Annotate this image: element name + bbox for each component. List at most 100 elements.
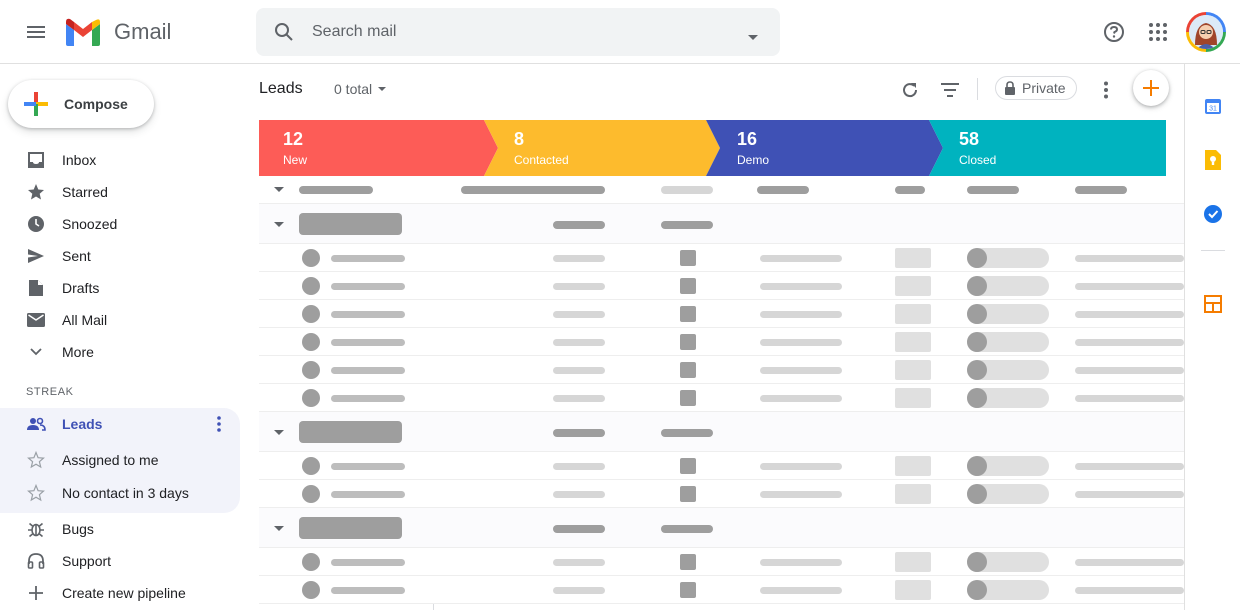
stage-count: 8 <box>514 129 525 149</box>
main-menu-icon[interactable] <box>20 16 52 48</box>
checkbox-placeholder[interactable] <box>680 390 696 406</box>
toggle-placeholder[interactable] <box>967 276 1049 296</box>
top-bar: Gmail Search mail <box>0 0 1240 64</box>
checkbox-placeholder[interactable] <box>680 486 696 502</box>
checkbox-placeholder[interactable] <box>680 582 696 598</box>
nav-snoozed[interactable]: Snoozed <box>0 208 240 240</box>
search-icon[interactable] <box>272 20 296 49</box>
stage-new[interactable]: 12 New <box>259 120 484 176</box>
checkbox-placeholder[interactable] <box>680 362 696 378</box>
box-row[interactable] <box>259 300 1184 328</box>
stage-name: Contacted <box>514 153 569 167</box>
cell-placeholder <box>553 587 605 594</box>
total-dropdown[interactable]: 0 total <box>334 81 387 97</box>
create-pipeline[interactable]: Create new pipeline <box>0 577 240 609</box>
toggle-placeholder[interactable] <box>967 360 1049 380</box>
search-bar[interactable]: Search mail <box>256 8 780 56</box>
stage-count: 12 <box>283 129 304 149</box>
stage-name: Closed <box>959 153 997 167</box>
group-collapse-caret-icon[interactable] <box>274 430 284 435</box>
nav-drafts[interactable]: Drafts <box>0 272 240 304</box>
cell-placeholder <box>760 339 842 346</box>
more-vert-icon[interactable] <box>1094 78 1118 102</box>
add-icon <box>26 583 46 603</box>
box-row[interactable] <box>259 452 1184 480</box>
box-row[interactable] <box>259 548 1184 576</box>
nav-all-mail[interactable]: All Mail <box>0 304 240 336</box>
search-input[interactable]: Search mail <box>312 23 397 40</box>
box-row[interactable] <box>259 576 1184 604</box>
add-box-button[interactable] <box>1133 70 1169 106</box>
calendar-icon[interactable]: 31 <box>1203 96 1223 116</box>
box-row[interactable] <box>259 328 1184 356</box>
streak-panel-icon[interactable] <box>1203 294 1223 314</box>
compose-button[interactable]: Compose <box>8 80 154 128</box>
toggle-placeholder[interactable] <box>967 484 1049 504</box>
toggle-placeholder[interactable] <box>967 552 1049 572</box>
help-icon[interactable] <box>1100 18 1128 51</box>
toggle-placeholder[interactable] <box>967 456 1049 476</box>
checkbox-placeholder[interactable] <box>680 458 696 474</box>
toggle-placeholder[interactable] <box>967 580 1049 600</box>
column-header-placeholder <box>1075 186 1127 194</box>
collapse-all-caret-icon[interactable] <box>274 187 284 192</box>
nav-inbox[interactable]: Inbox <box>0 144 240 176</box>
keep-icon[interactable] <box>1203 150 1223 170</box>
group-header-row[interactable] <box>259 204 1184 244</box>
refresh-icon[interactable] <box>898 78 922 102</box>
toggle-placeholder[interactable] <box>967 248 1049 268</box>
cell-placeholder <box>760 255 842 262</box>
tasks-icon[interactable] <box>1203 204 1223 224</box>
nav-more[interactable]: More <box>0 336 240 368</box>
toggle-placeholder[interactable] <box>967 304 1049 324</box>
toggle-placeholder[interactable] <box>967 388 1049 408</box>
view-no-contact[interactable]: No contact in 3 days <box>0 477 240 509</box>
stage-demo-shape[interactable] <box>706 120 943 176</box>
compose-label: Compose <box>64 96 128 112</box>
account-avatar[interactable] <box>1186 12 1226 52</box>
cell-placeholder <box>760 283 842 290</box>
cell-placeholder <box>895 552 931 572</box>
nav-starred[interactable]: Starred <box>0 176 240 208</box>
checkbox-placeholder[interactable] <box>680 250 696 266</box>
nav-sent[interactable]: Sent <box>0 240 240 272</box>
stage-demo[interactable]: 16 Demo <box>713 120 929 176</box>
box-row[interactable] <box>259 356 1184 384</box>
cell-placeholder <box>553 463 605 470</box>
view-assigned-to-me[interactable]: Assigned to me <box>0 444 240 476</box>
inbox-icon <box>26 150 46 170</box>
search-options-icon[interactable] <box>748 28 758 46</box>
group-header-row[interactable] <box>259 508 1184 548</box>
checkbox-placeholder[interactable] <box>680 306 696 322</box>
nav-label: Inbox <box>62 152 97 168</box>
pipeline-bugs[interactable]: Bugs <box>0 513 240 545</box>
stage-closed-shape[interactable] <box>929 120 1166 176</box>
box-row[interactable] <box>259 244 1184 272</box>
group-collapse-caret-icon[interactable] <box>274 526 284 531</box>
box-avatar-placeholder <box>302 333 320 351</box>
private-chip[interactable]: Private <box>995 76 1077 100</box>
gmail-logo[interactable]: Gmail <box>64 16 171 48</box>
stage-closed[interactable]: 58 Closed <box>935 120 1166 176</box>
gmail-m-icon <box>66 18 100 46</box>
group-header-row[interactable] <box>259 412 1184 452</box>
checkbox-placeholder[interactable] <box>680 554 696 570</box>
table-header-row[interactable] <box>259 176 1184 204</box>
group-collapse-caret-icon[interactable] <box>274 222 284 227</box>
box-row[interactable] <box>259 480 1184 508</box>
cell-placeholder <box>1075 367 1184 374</box>
nav-label: Create new pipeline <box>62 585 186 601</box>
checkbox-placeholder[interactable] <box>680 334 696 350</box>
checkbox-placeholder[interactable] <box>680 278 696 294</box>
stage-new-shape[interactable] <box>259 120 498 176</box>
box-row[interactable] <box>259 272 1184 300</box>
box-row[interactable] <box>259 384 1184 412</box>
filter-icon[interactable] <box>938 78 962 102</box>
stage-contacted[interactable]: 8 Contacted <box>490 120 706 176</box>
pipeline-support[interactable]: Support <box>0 545 240 577</box>
pipeline-leads[interactable]: Leads <box>0 408 240 440</box>
toggle-placeholder[interactable] <box>967 332 1049 352</box>
more-vert-icon[interactable] <box>216 416 222 435</box>
stage-contacted-shape[interactable] <box>484 120 720 176</box>
apps-grid-icon[interactable] <box>1146 20 1170 49</box>
